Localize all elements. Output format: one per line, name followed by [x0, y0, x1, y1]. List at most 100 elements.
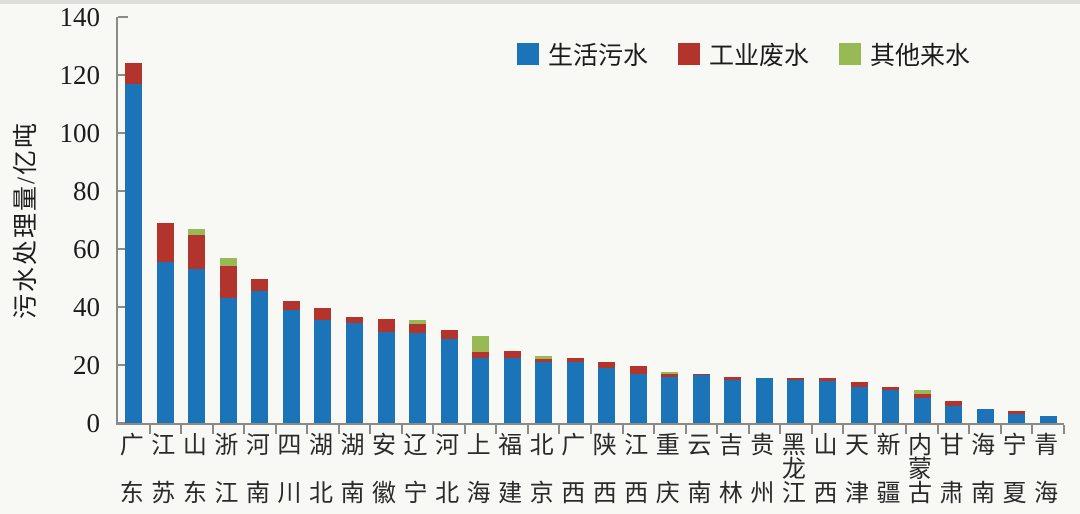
bar-segment-生活污水 — [1008, 414, 1026, 423]
x-axis-label-湖南: 湖南 — [337, 434, 369, 506]
x-axis-label-广东: 广东 — [116, 434, 148, 506]
x-axis-label-char: 海 — [971, 433, 996, 459]
x-axis-label-char: 西 — [592, 481, 617, 507]
bar-segment-其他来水 — [913, 389, 931, 395]
x-axis-label-天津: 天津 — [841, 434, 873, 506]
y-axis-tick — [118, 422, 128, 424]
bar-陕西 — [598, 362, 616, 423]
x-axis-label-char: 安 — [372, 433, 397, 459]
x-axis-label-char: 建 — [498, 481, 523, 507]
bar-segment-工业废水 — [882, 386, 900, 390]
legend-item-domestic: 生活污水 — [517, 36, 648, 72]
y-axis-tick-label: 120 — [59, 60, 101, 90]
bar-山西 — [819, 378, 836, 423]
x-axis-label-北京: 北京 — [526, 434, 558, 506]
x-axis-label-char: 青 — [1034, 433, 1059, 459]
x-axis-tick — [495, 425, 498, 434]
bar-segment-生活污水 — [629, 373, 647, 423]
y-axis-tick — [118, 74, 128, 76]
x-axis-label-char: 辽 — [403, 433, 428, 459]
bar-segment-其他来水 — [188, 228, 206, 235]
x-axis-label-char: 贵 — [750, 433, 775, 459]
x-axis-label-char: 肃 — [939, 481, 964, 507]
bar-segment-工业废水 — [850, 382, 868, 387]
bar-宁夏 — [1008, 411, 1026, 423]
bar-segment-工业废水 — [598, 362, 616, 368]
legend-label-domestic-sewage: 生活污水 — [548, 43, 649, 70]
y-axis-tick — [118, 306, 128, 308]
bar-segment-生活污水 — [472, 357, 490, 423]
bar-河北 — [440, 330, 458, 423]
bar-segment-生活污水 — [125, 83, 143, 423]
bar-segment-生活污水 — [850, 386, 868, 423]
x-axis-tick — [873, 425, 876, 434]
x-axis-label-char: 北 — [308, 481, 333, 507]
x-axis-label-char: 北 — [435, 481, 460, 507]
x-axis-label-贵州: 贵州 — [747, 434, 779, 506]
x-axis-label-char: 天 — [844, 433, 869, 459]
x-axis-tick — [810, 425, 813, 434]
x-axis-label-char: 江 — [624, 433, 649, 459]
bar-新疆 — [882, 386, 900, 423]
x-axis-tick — [306, 425, 309, 434]
bar-segment-其他来水 — [409, 320, 427, 325]
bar-segment-工业废水 — [787, 378, 805, 380]
x-axis-tick — [936, 425, 939, 434]
x-axis-label-黑龙江: 黑龙江 — [778, 434, 810, 506]
bar-segment-工业废水 — [819, 378, 836, 381]
x-axis-label-char: 苏 — [151, 481, 176, 507]
bar-湖南 — [346, 317, 363, 423]
bar-青海 — [1039, 415, 1057, 423]
bar-甘肃 — [945, 401, 963, 423]
x-axis-label-char: 四 — [277, 433, 302, 459]
x-axis-label-char: 龙 — [781, 457, 806, 483]
x-axis-label-char: 西 — [813, 481, 838, 507]
bar-segment-工业废水 — [945, 401, 963, 406]
x-axis-label-char: 新 — [876, 433, 901, 459]
y-axis-tick — [118, 190, 128, 192]
x-axis-label-char: 广 — [561, 433, 586, 459]
bar-segment-工业废水 — [156, 222, 174, 263]
x-axis-label-char: 南 — [245, 481, 270, 507]
legend-item-industrial: 工业废水 — [678, 36, 809, 72]
x-axis-label-char: 重 — [655, 433, 680, 459]
bar-segment-其他来水 — [661, 371, 679, 374]
bar-segment-工业废水 — [440, 330, 458, 339]
y-axis-tick-label: 20 — [73, 350, 100, 380]
bar-segment-生活污水 — [219, 298, 237, 423]
x-axis-label-char: 东 — [182, 481, 207, 507]
bar-segment-生活污水 — [819, 380, 836, 423]
x-axis-tick — [432, 425, 435, 434]
x-axis-label-甘肃: 甘肃 — [936, 434, 968, 506]
bar-segment-工业废水 — [188, 234, 206, 270]
x-axis-tick — [211, 425, 214, 434]
legend-swatch-other-water — [839, 43, 862, 65]
legend-item-other: 其他来水 — [839, 36, 970, 72]
bar-重庆 — [661, 371, 679, 423]
bar-贵州 — [755, 378, 773, 423]
bar-海南 — [976, 408, 994, 423]
bar-广西 — [566, 357, 584, 423]
x-axis-label-char: 黑 — [781, 433, 806, 459]
bar-segment-生活污水 — [976, 408, 994, 423]
x-axis-label-河南: 河南 — [242, 434, 274, 506]
x-axis-label-江西: 江西 — [621, 434, 653, 506]
x-axis-label-char: 庆 — [655, 481, 680, 507]
x-axis-label-char: 津 — [844, 481, 869, 507]
bar-segment-生活污水 — [692, 375, 710, 423]
x-axis-label-山东: 山东 — [179, 434, 211, 506]
x-axis-label-山西: 山西 — [810, 434, 842, 506]
bar-segment-工业废水 — [629, 366, 647, 374]
x-axis-label-char: 上 — [466, 433, 491, 459]
bar-segment-生活污水 — [503, 357, 521, 423]
x-axis-label-char: 云 — [687, 433, 712, 459]
x-axis-label-char: 州 — [750, 481, 775, 507]
x-axis-label-char: 陕 — [592, 433, 617, 459]
x-axis-label-char: 广 — [119, 433, 144, 459]
bar-segment-工业废水 — [219, 266, 237, 299]
x-axis-label-char: 蒙 — [908, 457, 933, 483]
x-axis-tick — [1031, 425, 1034, 434]
x-axis-label-char: 湖 — [340, 433, 365, 459]
bar-segment-生活污水 — [787, 379, 805, 423]
x-axis-label-江苏: 江苏 — [148, 434, 180, 506]
